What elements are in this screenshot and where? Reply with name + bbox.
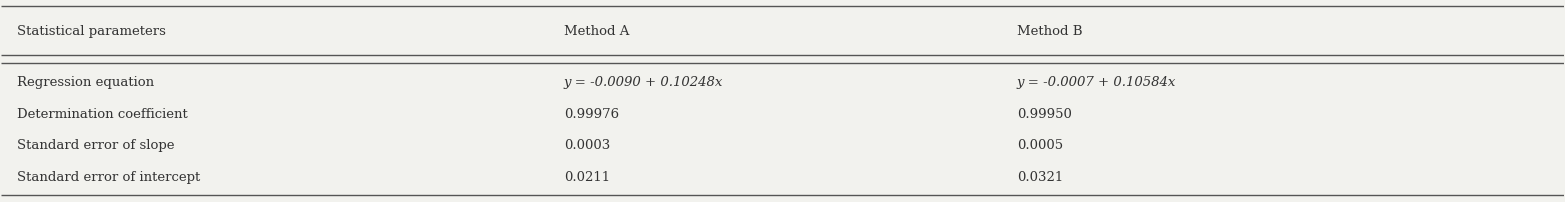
Text: y = -0.0090 + 0.10248x: y = -0.0090 + 0.10248x [563,76,723,88]
Text: 0.99976: 0.99976 [563,107,618,120]
Text: Standard error of slope: Standard error of slope [17,139,175,152]
Text: 0.0211: 0.0211 [563,170,610,183]
Text: y = -0.0007 + 0.10584x: y = -0.0007 + 0.10584x [1017,76,1177,88]
Text: 0.0003: 0.0003 [563,139,610,152]
Text: Determination coefficient: Determination coefficient [17,107,188,120]
Text: Method B: Method B [1017,25,1083,38]
Text: 0.0321: 0.0321 [1017,170,1063,183]
Text: 0.99950: 0.99950 [1017,107,1072,120]
Text: Standard error of intercept: Standard error of intercept [17,170,200,183]
Text: Method A: Method A [563,25,629,38]
Text: 0.0005: 0.0005 [1017,139,1063,152]
Text: Statistical parameters: Statistical parameters [17,25,166,38]
Text: Regression equation: Regression equation [17,76,153,88]
